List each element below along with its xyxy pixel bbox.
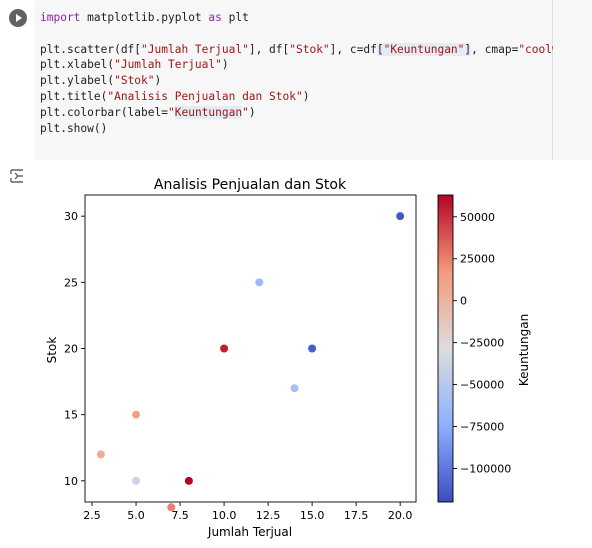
code-token: "Jumlah Terjual"	[141, 42, 249, 56]
code-token: plt.scatter(df[	[40, 42, 142, 56]
x-tick-label: 12.5	[256, 509, 281, 522]
code-token: matplotlib.pyplot	[80, 11, 209, 24]
code-token: Keuntungan	[174, 105, 243, 119]
x-axis: 2.5 5.0 7.5 10.0 12.5 15.0 17.5 20.0	[83, 502, 412, 522]
code-token: , cmap=	[471, 42, 519, 56]
code-token: )	[248, 105, 256, 119]
code-line: plt.colorbar(label="Keuntungan")	[40, 105, 256, 121]
code-token: as	[208, 11, 222, 24]
colorbar-tick-label: −50000	[460, 379, 504, 392]
colorbar-label: Keuntungan	[517, 314, 531, 386]
code-token: "	[167, 105, 175, 119]
cell-output: Analisis Penjualan dan Stok 2.5 5.0 7.5 10.…	[0, 160, 592, 548]
x-tick-label: 15.0	[300, 509, 325, 522]
code-token: )	[154, 74, 162, 88]
colorbar-tick-label: 50000	[460, 211, 495, 224]
plot-area	[84, 194, 417, 503]
scatter-point	[220, 344, 229, 353]
code-line: plt.xlabel("Jumlah Terjual")	[40, 57, 229, 73]
code-token: )	[221, 58, 229, 72]
code-token: "Stok"	[114, 74, 155, 88]
code-line: import matplotlib.pyplot as plt	[40, 10, 249, 26]
code-token: plt.xlabel(	[40, 58, 115, 72]
code-token: )	[302, 90, 310, 103]
code-token: plt.colorbar(label=	[40, 105, 168, 119]
play-icon	[16, 14, 22, 22]
code-token: [	[376, 42, 384, 56]
code-line: plt.ylabel("Stok")	[40, 73, 161, 89]
code-token: "Stok"	[289, 42, 330, 56]
output-toggle-icon[interactable]	[8, 167, 26, 185]
y-axis: 10 15 20 25 30	[64, 210, 85, 488]
code-line: plt.title("Analisis Penjualan dan Stok")	[40, 89, 309, 105]
code-token: "	[242, 105, 249, 119]
colorbar-tick-label: −100000	[460, 462, 511, 475]
code-token: ], c=df	[329, 42, 377, 56]
scatter-point	[184, 476, 193, 485]
colorbar-axis: 50000 25000 0 −25000 −50000 −75000 −100000	[453, 211, 511, 475]
scatter-point	[96, 450, 105, 459]
x-tick-label: 7.5	[171, 509, 189, 522]
x-tick-label: 2.5	[83, 509, 101, 522]
code-token: ]	[464, 42, 472, 56]
chart-title: Analisis Penjualan dan Stok	[154, 177, 347, 193]
scatter-points	[96, 212, 405, 512]
y-tick-label: 25	[64, 276, 78, 289]
code-token: "Jumlah Terjual"	[114, 58, 222, 72]
code-cell[interactable]: import matplotlib.pyplot as plt plt.scatt…	[0, 0, 592, 160]
code-cell-gutter	[553, 0, 592, 160]
scatter-point	[167, 503, 176, 512]
code-line: plt.scatter(df["Jumlah Terjual"], df["St…	[40, 42, 592, 58]
colorbar	[437, 194, 454, 503]
y-tick-label: 10	[64, 475, 78, 488]
code-editor[interactable]: import matplotlib.pyplot as plt plt.scatt…	[34, 0, 592, 160]
y-tick-label: 15	[64, 409, 78, 422]
y-axis-label: Stok	[45, 337, 59, 364]
scatter-point	[396, 212, 405, 221]
scatter-chart: Analisis Penjualan dan Stok 2.5 5.0 7.5 10.…	[45, 177, 531, 539]
code-token: plt	[221, 11, 249, 24]
scatter-point	[308, 344, 317, 353]
scatter-point	[255, 278, 264, 287]
code-token: plt.ylabel(	[40, 74, 115, 88]
y-tick-label: 20	[64, 343, 78, 356]
code-token: import	[40, 11, 81, 24]
x-tick-label: 5.0	[127, 509, 145, 522]
scatter-point	[132, 476, 141, 485]
colorbar-tick-label: 25000	[460, 253, 495, 266]
code-line: plt.show()	[40, 121, 107, 137]
x-tick-label: 10.0	[212, 509, 237, 522]
colorbar-tick-label: 0	[460, 295, 467, 308]
colorbar-tick-label: −75000	[460, 421, 504, 434]
code-token: plt.title(	[40, 90, 108, 103]
scatter-point	[132, 410, 141, 419]
x-tick-label: 20.0	[388, 509, 413, 522]
code-token: ], df[	[248, 42, 290, 56]
y-tick-label: 30	[64, 210, 78, 223]
code-token: "Keuntungan"	[383, 42, 465, 56]
code-token: plt.show()	[40, 121, 108, 135]
run-cell-button[interactable]	[9, 9, 27, 27]
x-axis-label: Jumlah Terjual	[207, 525, 292, 539]
x-tick-label: 17.5	[344, 509, 369, 522]
colorbar-tick-label: −25000	[460, 337, 504, 350]
scatter-point	[290, 384, 299, 393]
code-token: "Analisis Penjualan dan Stok"	[107, 90, 303, 103]
